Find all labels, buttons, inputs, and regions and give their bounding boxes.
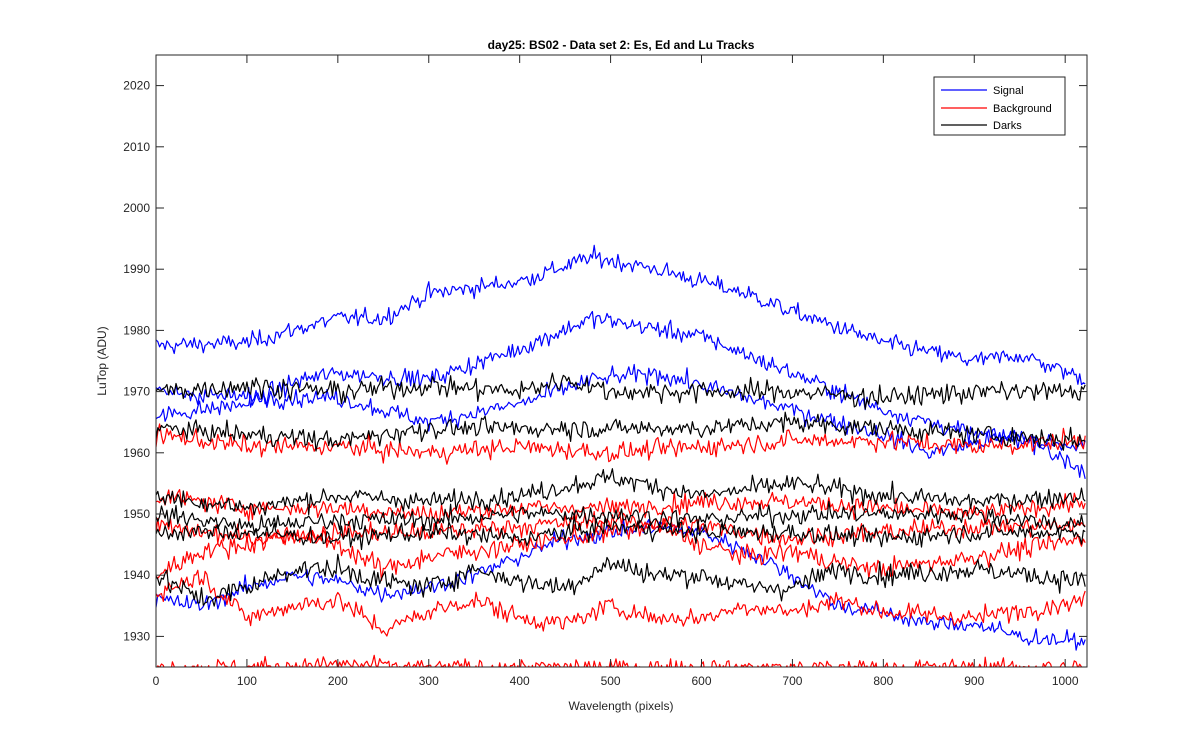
series-line-darks-12 bbox=[156, 468, 1086, 516]
x-tick-label: 0 bbox=[153, 674, 160, 688]
x-tick-label: 200 bbox=[328, 674, 348, 688]
series-line-darks-13 bbox=[156, 500, 1086, 533]
series-line-signal-0 bbox=[156, 244, 1086, 386]
x-tick-label: 400 bbox=[510, 674, 530, 688]
y-tick-label: 1940 bbox=[123, 568, 150, 582]
y-tick-label: 1980 bbox=[123, 323, 150, 337]
x-tick-label: 300 bbox=[419, 674, 439, 688]
chart-title: day25: BS02 - Data set 2: Es, Ed and Lu … bbox=[488, 38, 755, 52]
y-tick-label: 1930 bbox=[123, 629, 150, 643]
x-tick-label: 500 bbox=[601, 674, 621, 688]
legend-label-darks: Darks bbox=[993, 120, 1022, 132]
x-tick-label: 600 bbox=[691, 674, 711, 688]
axes: 0 100 200 300 400 500 600 700 800 900 1000 1930 1940… bbox=[123, 54, 1088, 688]
y-tick-label: 1990 bbox=[123, 262, 150, 276]
legend-label-signal: Signal bbox=[993, 85, 1024, 97]
y-axis-label: LuTop (ADU) bbox=[95, 326, 109, 395]
series-line-signal-2 bbox=[156, 363, 1086, 479]
x-tick-label: 700 bbox=[782, 674, 802, 688]
y-tick-label: 2010 bbox=[123, 140, 150, 154]
y-tick-label: 1960 bbox=[123, 446, 150, 460]
series-line-darks-10 bbox=[156, 372, 1086, 410]
x-tick-label: 900 bbox=[964, 674, 984, 688]
x-tick-label: 100 bbox=[237, 674, 257, 688]
y-tick-label: 2000 bbox=[123, 201, 150, 215]
series-line-darks-14 bbox=[156, 515, 1086, 551]
y-tick-label: 2020 bbox=[123, 79, 150, 93]
legend-label-background: Background bbox=[993, 103, 1052, 115]
legend: Signal Background Darks bbox=[933, 76, 1066, 136]
y-tick-label: 1970 bbox=[123, 385, 150, 399]
series-layer bbox=[156, 244, 1086, 667]
x-axis-label: Wavelength (pixels) bbox=[569, 699, 674, 713]
series-line-background-4 bbox=[156, 423, 1086, 465]
x-tick-label: 1000 bbox=[1052, 674, 1079, 688]
y-tick-label: 1950 bbox=[123, 507, 150, 521]
series-line-darks-11 bbox=[156, 411, 1086, 452]
series-line-signal-3 bbox=[156, 518, 1086, 651]
axes-box bbox=[155, 54, 1088, 668]
series-line-background-8 bbox=[156, 569, 1086, 637]
series-line-darks-15 bbox=[156, 553, 1086, 607]
legend-box bbox=[933, 76, 1066, 136]
x-tick-label: 800 bbox=[873, 674, 893, 688]
